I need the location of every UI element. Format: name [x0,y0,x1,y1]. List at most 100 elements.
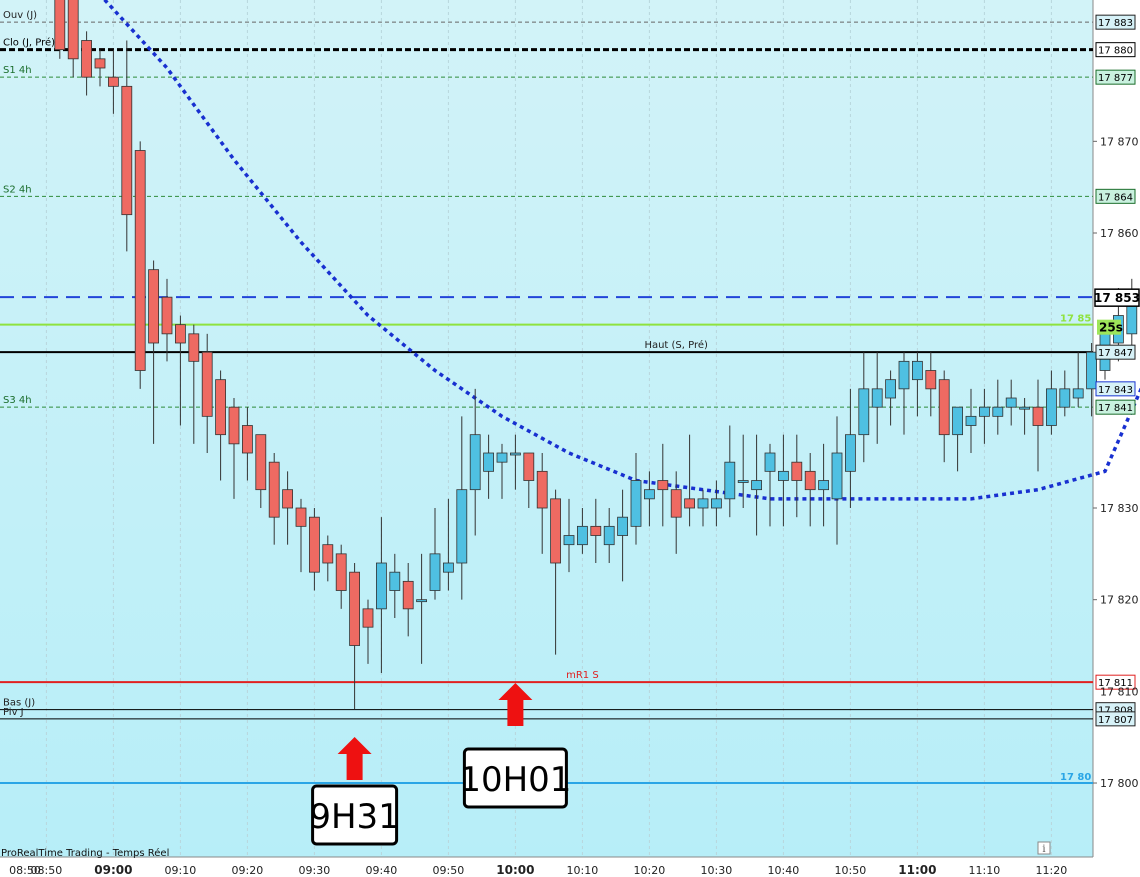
candle-up[interactable] [764,452,776,472]
annotation-box [311,784,399,846]
candle-down[interactable] [670,489,682,518]
level-s2-price-box [1095,188,1136,204]
candle-down[interactable] [804,470,816,491]
candle-up[interactable] [496,452,508,463]
candle-up[interactable] [898,360,910,390]
level-800-price-label: 17 80 [1060,772,1091,783]
candle-down[interactable] [322,544,334,564]
candle-up[interactable] [1059,388,1071,408]
candle-up[interactable] [965,415,977,426]
candle-down[interactable] [657,480,669,491]
candle-up[interactable] [979,406,990,417]
candle-up[interactable] [778,470,789,481]
time-tick-label: 11:20 [1036,864,1068,877]
candle-up[interactable] [577,525,588,546]
candle-up[interactable] [483,452,495,472]
level-bas-left-label: Bas (J) [3,698,35,709]
info-icon[interactable] [1037,841,1051,855]
candle-down[interactable] [148,269,160,344]
candle-up[interactable] [845,434,856,472]
candle-down[interactable] [536,470,548,509]
level-ouv-price-label: 17 883 [1098,18,1133,29]
candle-down[interactable] [174,324,186,344]
candle-down[interactable] [684,498,695,509]
level-center-label: mR1 S [566,670,599,681]
candle-down[interactable] [161,296,173,335]
candle-up[interactable] [442,562,454,573]
candle-up[interactable] [1086,351,1097,390]
candle-down[interactable] [925,370,937,390]
candle-down[interactable] [121,85,133,216]
candle-up[interactable] [644,489,655,500]
candle-up[interactable] [375,562,387,610]
candle-down[interactable] [188,333,200,362]
candle-up[interactable] [724,461,736,500]
candle-up[interactable] [697,498,709,509]
candle-down[interactable] [228,406,240,445]
candle-down[interactable] [590,525,602,536]
candle-up[interactable] [617,516,628,536]
candle-down[interactable] [215,379,227,436]
candle-down[interactable] [268,461,280,518]
candle-down[interactable] [335,553,347,591]
price-tick-label-extra: 17 810 [1100,685,1139,698]
candle-down[interactable] [1032,406,1044,426]
level-s2-left-label: S2 4h [3,184,32,195]
candle-up[interactable] [992,406,1004,417]
candle-down[interactable] [67,0,79,60]
candle-up[interactable] [885,379,896,399]
candle-up[interactable] [416,599,428,603]
candle-down[interactable] [94,58,106,69]
price-tick-label: 17 860 [1100,227,1139,240]
countdown-label: 25s [1099,321,1123,335]
candle-up[interactable] [563,535,575,546]
candle-up[interactable] [831,452,843,500]
candle-down[interactable] [81,40,92,78]
candle-down[interactable] [54,0,66,51]
candle-up[interactable] [429,553,441,591]
time-tick-label: 08:50 [9,864,41,877]
candle-up[interactable] [1019,406,1030,410]
candle-down[interactable] [523,452,535,481]
candle-up[interactable] [1005,397,1017,408]
candle-up[interactable] [469,434,481,491]
candle-down[interactable] [241,425,253,454]
level-clo-left-label: Clo (J, Pré) [3,37,55,49]
candle-down[interactable] [255,434,267,491]
candle-up[interactable] [751,480,762,491]
candle-up[interactable] [1046,388,1057,426]
candle-up[interactable] [737,480,749,483]
moving-average-line [102,0,1140,501]
candle-up[interactable] [389,571,401,591]
candle-down[interactable] [295,507,307,527]
level-s2-price-label: 17 864 [1098,192,1133,203]
candle-down[interactable] [402,580,414,610]
candle-down[interactable] [349,571,361,646]
candle-down[interactable] [308,516,320,573]
candle-down[interactable] [134,150,146,371]
candle-down[interactable] [282,489,294,509]
time-tick-label: 10:40 [768,864,800,877]
time-tick-label: 10:00 [496,863,534,877]
candle-up[interactable] [630,480,642,527]
level-ma-price-label: 17 843 [1098,385,1133,396]
candle-up[interactable] [603,525,615,546]
candle-up[interactable] [711,498,722,509]
candle-down[interactable] [362,608,374,628]
candle-up[interactable] [952,406,963,436]
candle-up[interactable] [871,388,883,408]
candle-up[interactable] [1072,388,1084,399]
time-tick-label: 11:00 [898,863,936,877]
candle-down[interactable] [791,461,803,481]
candle-down[interactable] [108,76,119,87]
candle-down[interactable] [201,351,213,417]
candle-up[interactable] [818,480,829,491]
candle-up[interactable] [912,360,923,381]
candle-up[interactable] [456,489,468,564]
candle-down[interactable] [938,379,950,436]
footer-label: ProRealTime Trading - Temps Réel [1,847,169,859]
candle-down[interactable] [550,498,561,564]
candle-up[interactable] [509,452,521,456]
candle-up[interactable] [858,388,870,436]
